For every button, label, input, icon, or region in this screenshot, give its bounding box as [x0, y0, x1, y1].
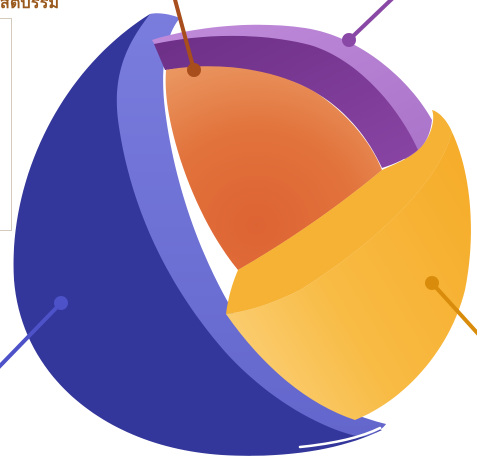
callout-dot-icon — [54, 296, 68, 310]
callout-dot-icon — [425, 276, 439, 290]
outer-shell — [13, 14, 382, 456]
callout-line-outer-shell — [0, 301, 63, 369]
lower-section — [226, 132, 471, 420]
core-section — [165, 66, 382, 270]
callout-dot-icon — [342, 33, 356, 47]
lower-section-band — [226, 110, 452, 314]
callout-line-lower-section — [430, 281, 477, 336]
callout-line-core — [173, 0, 196, 72]
text-box-frame — [0, 18, 12, 231]
title-text: สตบรรม — [0, 0, 60, 12]
callout-dot-icon — [187, 63, 201, 77]
upper-layer-inner — [154, 35, 418, 168]
upper-layer — [152, 24, 432, 160]
shell-rim — [116, 13, 386, 437]
callout-line-upper-layer — [347, 0, 394, 42]
shell-bottom-highlight — [298, 426, 382, 449]
